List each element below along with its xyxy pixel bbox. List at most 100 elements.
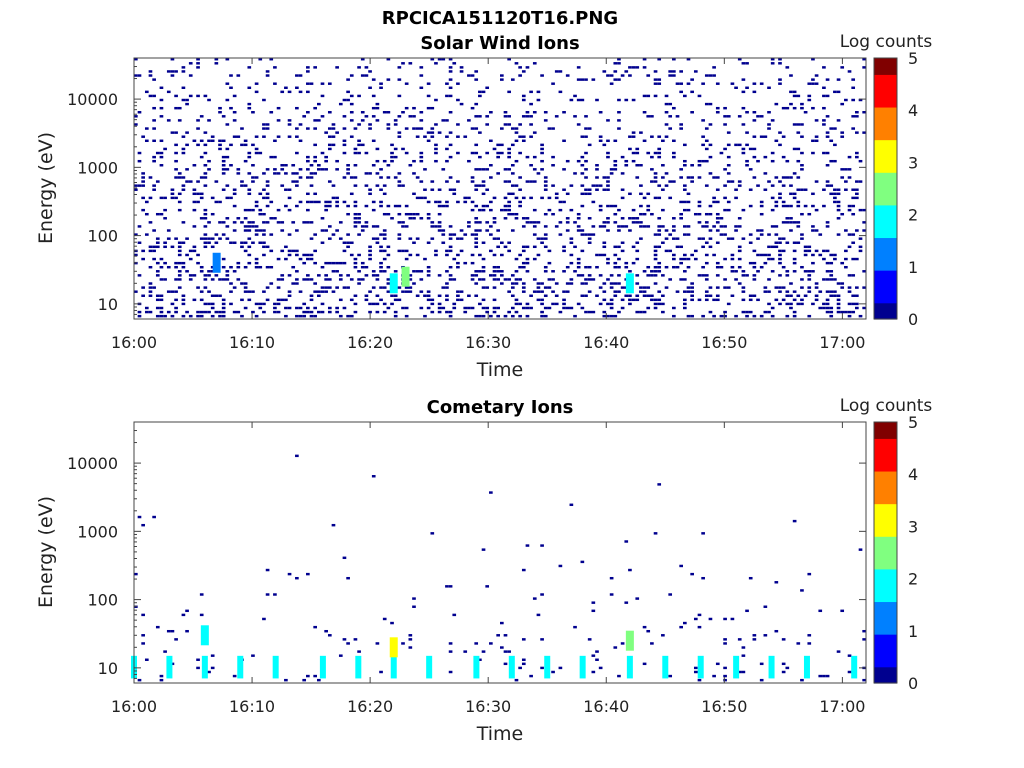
heatmap-cell — [144, 212, 149, 216]
heatmap-cell — [338, 654, 343, 657]
heatmap-cell — [349, 94, 354, 98]
heatmap-cell — [243, 249, 248, 253]
heatmap-cell — [661, 241, 665, 244]
heatmap-cell — [426, 217, 431, 220]
heatmap-cell — [353, 204, 358, 208]
heatmap-cell — [510, 127, 515, 130]
heatmap-cell — [606, 188, 610, 191]
heatmap-cell — [452, 306, 457, 310]
heatmap-cell — [397, 237, 402, 240]
heatmap-cell — [265, 180, 270, 183]
heatmap-cell — [774, 176, 779, 179]
heatmap-cell — [236, 74, 241, 77]
heatmap-cell — [298, 168, 303, 171]
heatmap-cell — [470, 74, 475, 77]
heatmap-cell — [503, 115, 508, 118]
heatmap-cell — [639, 212, 643, 216]
heatmap-cell — [295, 127, 299, 130]
heatmap-cell — [679, 176, 683, 179]
heatmap-cell — [591, 225, 596, 228]
heatmap-cell — [679, 90, 683, 94]
heatmap-cell — [324, 274, 328, 277]
heatmap-cell — [342, 249, 347, 253]
heatmap-cell — [419, 180, 424, 183]
heatmap-cell — [152, 139, 156, 143]
heatmap-cell — [309, 294, 314, 297]
heatmap-cell — [741, 147, 746, 151]
heatmap-cell — [177, 261, 182, 265]
heatmap-cell — [236, 168, 241, 171]
heatmap-cell — [836, 200, 841, 204]
heatmap-cell — [734, 278, 738, 281]
band-cell — [626, 655, 633, 679]
heatmap-cell — [393, 176, 398, 179]
heatmap-cell — [847, 654, 852, 657]
heatmap-cell — [327, 135, 332, 138]
heatmap-cell — [624, 98, 629, 102]
heatmap-cell — [265, 184, 270, 187]
heatmap-cell — [229, 265, 233, 269]
heatmap-cell — [170, 302, 175, 306]
heatmap-cell — [708, 172, 713, 175]
heatmap-cell — [166, 70, 171, 73]
heatmap-cell — [284, 86, 288, 89]
heatmap-cell — [770, 159, 775, 163]
heatmap-cell — [617, 111, 621, 114]
heatmap-cell — [653, 151, 658, 155]
heatmap-cell — [862, 131, 866, 134]
heatmap-cell — [320, 217, 325, 220]
heatmap-cell — [375, 278, 380, 281]
heatmap-cell — [730, 180, 735, 183]
heatmap-cell — [280, 184, 285, 187]
heatmap-cell — [492, 298, 497, 302]
panel-title-cometary: Cometary Ions — [427, 397, 574, 418]
heatmap-cell — [327, 111, 332, 114]
heatmap-cell — [331, 290, 336, 293]
heatmap-cell — [166, 629, 171, 633]
heatmap-cell — [829, 290, 834, 293]
heatmap-cell — [514, 257, 519, 261]
heatmap-cell — [543, 245, 548, 249]
heatmap-cell — [346, 204, 350, 208]
heatmap-cell — [525, 302, 530, 306]
heatmap-cell — [397, 286, 402, 289]
heatmap-cell — [408, 278, 413, 281]
heatmap-cell — [639, 204, 643, 208]
heatmap-cell — [580, 172, 585, 175]
heatmap-cell — [459, 249, 464, 253]
heatmap-cell — [254, 229, 259, 232]
heatmap-cell — [199, 237, 204, 240]
heatmap-cell — [144, 90, 149, 94]
heatmap-cell — [309, 298, 314, 302]
heatmap-cell — [192, 298, 197, 302]
heatmap-cell — [397, 180, 402, 183]
heatmap-cell — [690, 314, 694, 318]
heatmap-cell — [331, 184, 336, 187]
heatmap-cell — [690, 90, 694, 94]
heatmap-cell — [481, 278, 486, 281]
heatmap-cell — [767, 290, 771, 293]
heatmap-cell — [218, 237, 222, 240]
heatmap-cell — [529, 123, 533, 126]
heatmap-cell — [653, 78, 658, 81]
heatmap-cell — [196, 58, 200, 61]
heatmap-cell — [624, 294, 629, 297]
heatmap-cell — [445, 298, 449, 302]
heatmap-cell — [796, 642, 801, 645]
heatmap-cell — [357, 151, 361, 155]
heatmap-cell — [214, 180, 219, 183]
heatmap-cell — [243, 143, 248, 147]
heatmap-cell — [500, 282, 504, 285]
heatmap-cell — [693, 670, 698, 674]
heatmap-cell — [262, 233, 266, 236]
heatmap-cell — [862, 66, 866, 69]
heatmap-cell — [558, 208, 563, 212]
heatmap-cell — [166, 290, 171, 293]
heatmap-cell — [712, 66, 716, 69]
heatmap-cell — [715, 212, 720, 216]
heatmap-cell — [276, 257, 281, 261]
heatmap-cell — [569, 278, 574, 281]
heatmap-cell — [584, 188, 588, 191]
band-cell — [851, 655, 858, 679]
heatmap-cell — [401, 290, 405, 293]
